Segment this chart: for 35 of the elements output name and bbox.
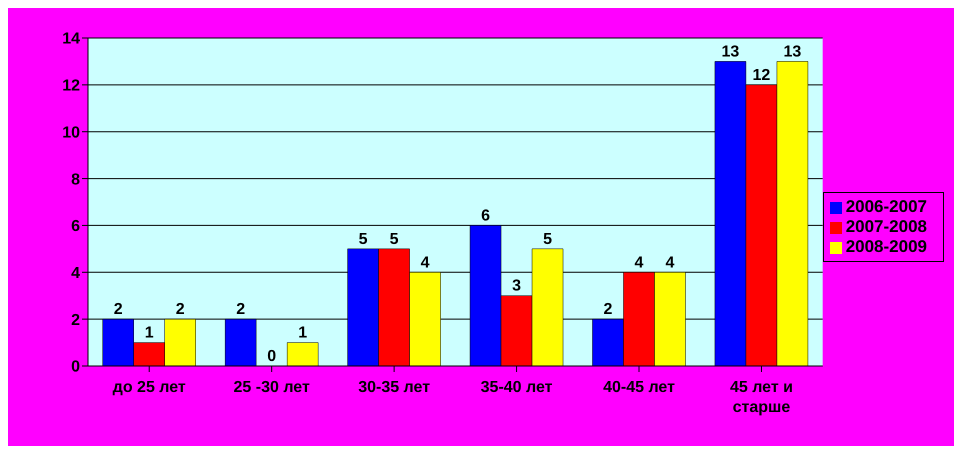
data-label: 1 <box>144 324 154 342</box>
legend-label: 2006-2007 <box>846 197 927 216</box>
data-label: 4 <box>634 254 644 272</box>
legend-label: 2007-2008 <box>846 217 927 236</box>
x-tick-label: 30-35 лет <box>358 379 430 396</box>
data-label: 3 <box>512 278 522 295</box>
y-tick-label: 2 <box>71 312 80 329</box>
y-tick-label: 6 <box>71 218 80 236</box>
x-tick-label: 25 -30 лет <box>234 379 310 396</box>
data-label: 5 <box>543 230 552 248</box>
data-label: 4 <box>420 254 430 272</box>
data-label: 13 <box>784 43 802 60</box>
data-label: 2 <box>236 301 246 318</box>
data-label: 2 <box>604 301 613 318</box>
data-label: 4 <box>666 254 675 272</box>
y-tick-label: 14 <box>62 30 80 48</box>
data-label: 12 <box>752 66 770 84</box>
data-label: 6 <box>481 207 490 224</box>
y-tick-label: 10 <box>62 124 80 142</box>
data-label: 2 <box>176 301 185 318</box>
x-tick-label: 35-40 лет <box>480 379 553 396</box>
data-label: 2 <box>114 301 123 318</box>
data-label: 5 <box>358 230 368 248</box>
x-tick-label: 45 лет и старше <box>730 379 793 416</box>
y-tick-label: 8 <box>71 171 80 188</box>
y-tick-label: 12 <box>62 78 80 95</box>
data-label: 0 <box>267 348 276 365</box>
y-tick-label: 0 <box>71 358 80 376</box>
data-label: 5 <box>390 230 399 248</box>
legend-label: 2008-2009 <box>846 237 927 256</box>
y-tick-label: 4 <box>71 264 80 282</box>
data-label: 13 <box>722 43 740 60</box>
data-label: 1 <box>298 324 308 342</box>
x-tick-label: до 25 лет <box>112 379 186 396</box>
x-tick-label: 40-45 лет <box>603 379 676 396</box>
